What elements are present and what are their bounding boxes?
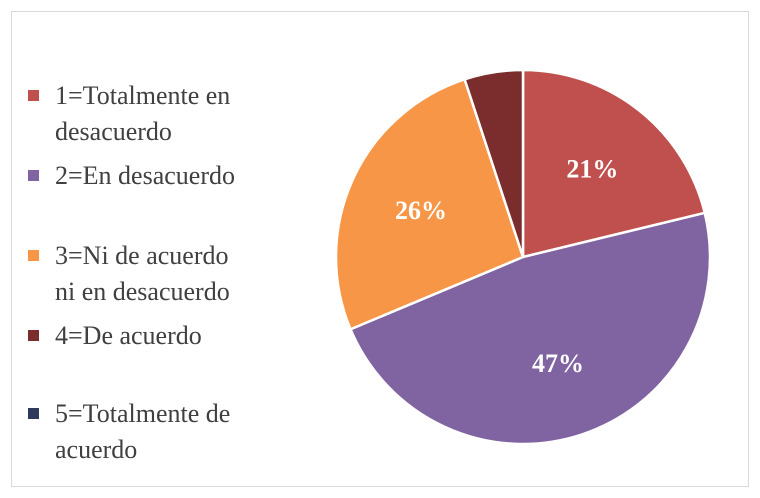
legend-swatch-5 (28, 408, 39, 419)
legend-swatch-1 (28, 90, 39, 101)
legend-item-2: 2=En desacuerdo (28, 158, 285, 194)
legend-swatch-2 (28, 170, 39, 181)
legend-item-3: 3=Ni de acuerdo ni en desacuerdo (28, 238, 285, 310)
legend-swatch-4 (28, 330, 39, 341)
legend-swatch-3 (28, 250, 39, 261)
pie-slice-1 (521, 68, 707, 259)
legend-item-1: 1=Totalmente en desacuerdo (28, 78, 285, 150)
data-label-3: 26% (395, 196, 447, 225)
legend-label-4: 4=De acuerdo (55, 321, 202, 350)
pie-slice-4 (463, 68, 525, 258)
pie-slice-2 (348, 211, 712, 446)
legend-label-1: 1=Totalmente en desacuerdo (55, 81, 231, 146)
legend-label-5: 5=Totalmente de acuerdo (55, 399, 231, 464)
legend-label-3: 3=Ni de acuerdo ni en desacuerdo (55, 241, 230, 306)
data-label-2: 47% (532, 349, 584, 378)
legend-item-5: 5=Totalmente de acuerdo (28, 396, 285, 468)
legend-label-2: 2=En desacuerdo (55, 161, 235, 190)
pie-slice-3 (334, 77, 525, 331)
data-label-1: 21% (566, 154, 618, 183)
legend-item-4: 4=De acuerdo (28, 318, 285, 354)
